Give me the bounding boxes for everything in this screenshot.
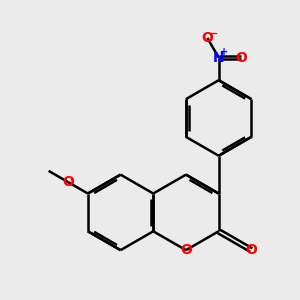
- Text: O: O: [245, 243, 257, 257]
- Text: O: O: [180, 243, 192, 257]
- Text: O: O: [62, 175, 74, 189]
- Text: N: N: [213, 51, 224, 64]
- Text: +: +: [220, 47, 228, 57]
- Text: O: O: [236, 51, 247, 64]
- Text: O: O: [201, 31, 213, 45]
- Text: −: −: [209, 28, 219, 38]
